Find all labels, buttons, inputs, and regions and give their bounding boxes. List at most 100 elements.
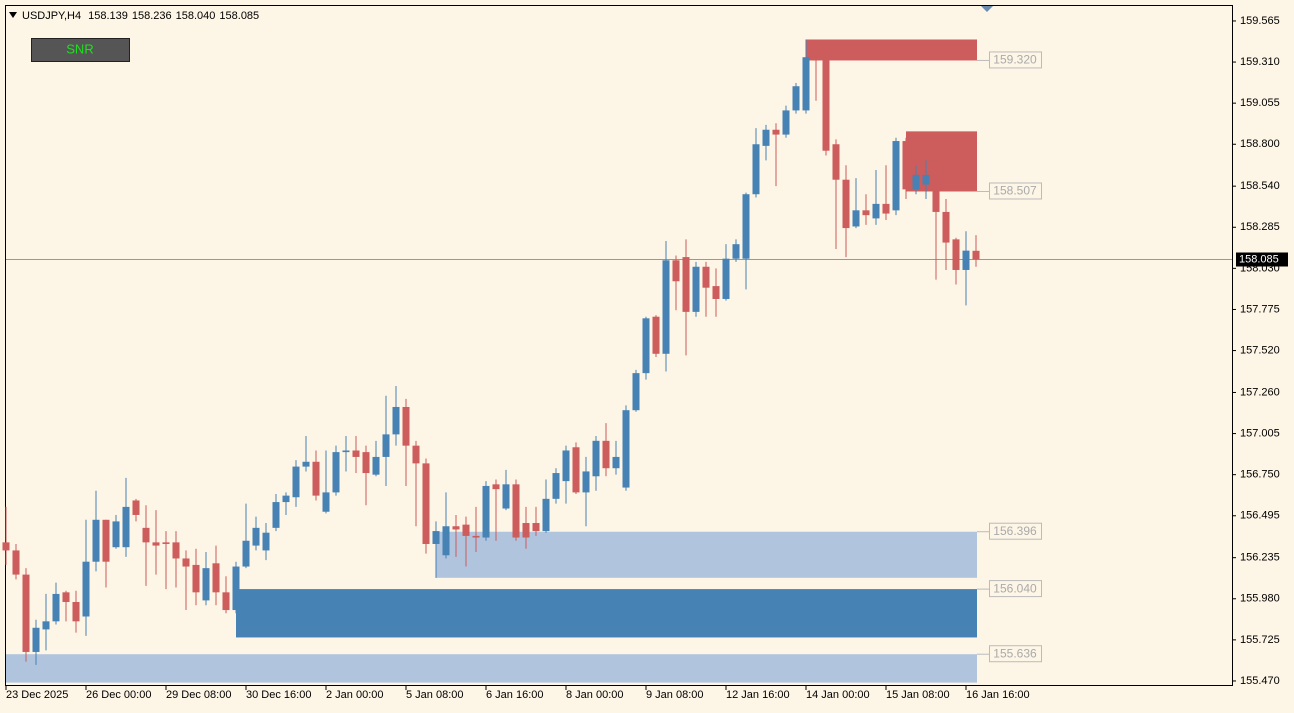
x-tick-label: 26 Dec 00:00 (86, 689, 151, 701)
candle-body (122, 506, 130, 548)
y-tick-label: 155.980 (1240, 593, 1280, 605)
y-tick-label: 157.005 (1240, 427, 1280, 439)
candle-body (242, 540, 250, 567)
candle-body (252, 527, 260, 546)
candle-body (232, 566, 240, 611)
candle-body (802, 57, 810, 111)
candle-body (102, 519, 110, 562)
x-tick-label: 9 Jan 08:00 (646, 689, 704, 701)
button-label[interactable]: SNR (66, 41, 93, 56)
candle-body (692, 266, 700, 312)
candle-body (682, 257, 690, 312)
zone-label-box (989, 522, 1042, 540)
plot-frame (5, 5, 1233, 686)
candle-body (92, 519, 100, 562)
candle-body (932, 189, 940, 212)
button-box[interactable] (31, 38, 130, 62)
candle-body (492, 484, 500, 490)
quote-low: 158.040 (176, 10, 216, 22)
candle-body (392, 406, 400, 435)
candle-body (552, 473, 560, 499)
zone-label: 156.040 (993, 581, 1037, 595)
x-tick-label: 6 Jan 16:00 (486, 689, 544, 701)
candle-body (412, 445, 420, 464)
candle-body (72, 601, 80, 622)
candle-body (152, 542, 160, 546)
candle-body (722, 258, 730, 299)
candle-body (12, 550, 20, 575)
candle-body (822, 58, 830, 151)
candle-body (632, 373, 640, 411)
candle-body (172, 542, 180, 559)
candle-body (442, 526, 450, 556)
price-tag-label: 158.085 (1239, 253, 1279, 265)
zone (806, 39, 977, 61)
zone-label: 155.636 (993, 646, 1037, 660)
candle-body (322, 492, 330, 512)
x-tick-label: 16 Jan 16:00 (966, 689, 1030, 701)
candle-body (42, 621, 50, 630)
candle-body (592, 440, 600, 477)
zone (6, 654, 977, 683)
candles (2, 39, 1232, 665)
candle-body (312, 461, 320, 496)
x-tick-label: 12 Jan 16:00 (726, 689, 790, 701)
candle-body (792, 86, 800, 111)
y-tick-label: 155.470 (1240, 675, 1280, 687)
y-tick-label: 157.260 (1240, 386, 1280, 398)
candle-body (352, 450, 360, 457)
candle-body (62, 592, 70, 602)
candle-body (82, 561, 90, 617)
candle-body (372, 456, 380, 475)
snr-button[interactable]: SNR (31, 38, 130, 62)
candle-body (962, 250, 970, 270)
candle-body (642, 318, 650, 374)
candle-body (182, 558, 190, 567)
y-tick-label: 158.540 (1240, 180, 1280, 192)
x-tick-label: 14 Jan 00:00 (806, 689, 870, 701)
quote-high: 158.236 (132, 10, 172, 22)
candle-body (482, 485, 490, 538)
candle-body (922, 174, 930, 185)
menu-arrow[interactable] (9, 12, 17, 18)
candle-body (882, 203, 890, 214)
symbol: USDJPY,H4 (22, 10, 81, 22)
candle-body (952, 239, 960, 270)
y-tick-label: 158.800 (1240, 138, 1280, 150)
candle-body (142, 527, 150, 543)
shift-marker[interactable] (981, 6, 993, 12)
y-tick-label: 159.310 (1240, 56, 1280, 68)
zone (436, 531, 977, 578)
candle-body (452, 526, 460, 530)
candle-body (872, 203, 880, 219)
candle-body (272, 502, 280, 528)
zone-label-box (989, 645, 1042, 663)
x-tick-label: 29 Dec 08:00 (166, 689, 231, 701)
candle-body (782, 110, 790, 135)
candle-body (222, 592, 230, 611)
candle-body (652, 316, 660, 354)
candle-body (502, 484, 510, 509)
y-tick-label: 159.565 (1240, 15, 1280, 27)
candle-body (2, 542, 10, 551)
y-tick-label: 157.775 (1240, 303, 1280, 315)
candle-body (382, 434, 390, 457)
zones: 159.320 158.507 156.396 156.040 155.636 (6, 39, 1042, 683)
candle-body (612, 456, 620, 469)
candle-body (542, 498, 550, 532)
candle-body (512, 484, 520, 538)
candle-body (732, 244, 740, 259)
candle-body (112, 521, 120, 548)
y-tick-label: 156.750 (1240, 469, 1280, 481)
candle-body (862, 210, 870, 216)
candle-body (742, 194, 750, 259)
zone-label-box (989, 182, 1042, 200)
x-tick-label: 5 Jan 08:00 (406, 689, 464, 701)
candle-body (772, 129, 780, 135)
candle-body (202, 568, 210, 601)
candle-body (562, 450, 570, 482)
candle-body (162, 542, 170, 544)
candle-body (912, 174, 920, 190)
